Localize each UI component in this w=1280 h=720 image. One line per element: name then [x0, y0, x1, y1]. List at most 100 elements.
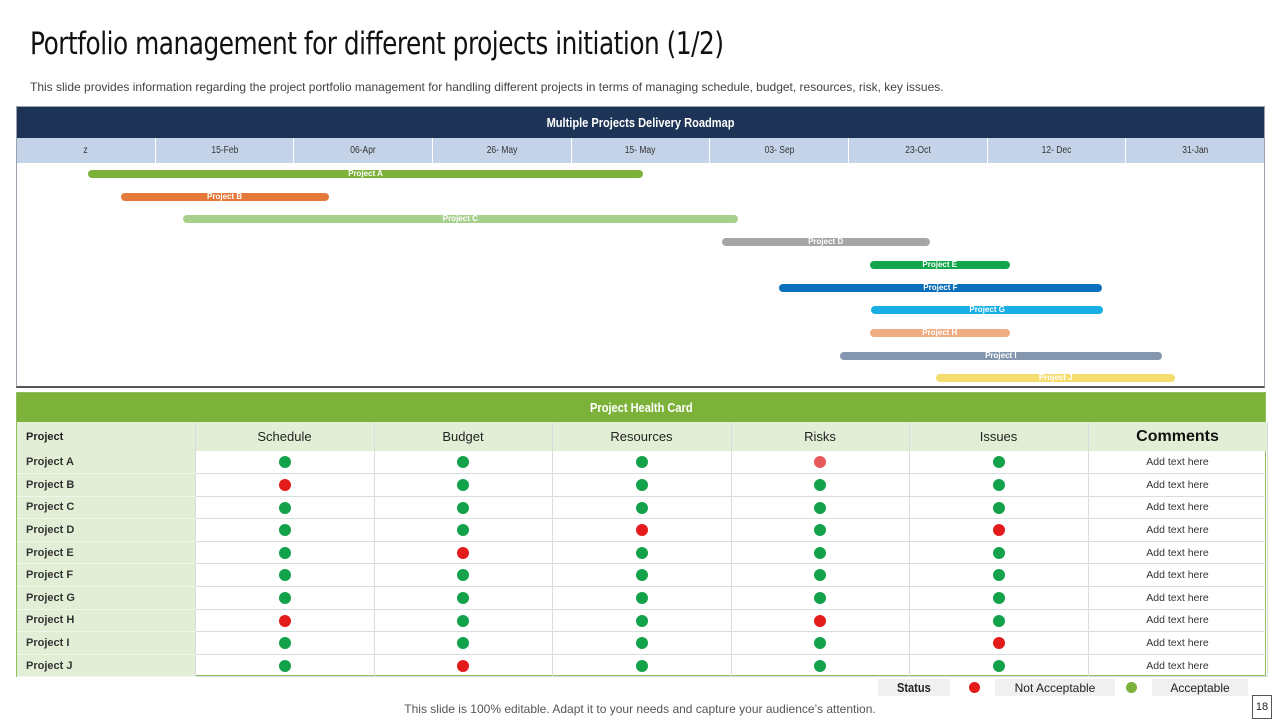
status-dot-icon	[814, 524, 826, 537]
status-cell	[552, 451, 732, 475]
project-bar[interactable]: Project D	[721, 238, 930, 247]
status-dot-icon	[278, 591, 291, 604]
timeline-tick-label: 15- May	[625, 145, 656, 156]
status-cell	[731, 451, 910, 475]
status-dot-icon	[457, 546, 469, 559]
project-name-cell: Project E	[17, 541, 196, 565]
status-dot-icon	[635, 546, 648, 559]
status-dot-icon	[457, 456, 469, 469]
status-dot-icon	[635, 637, 648, 650]
timeline-tick: 06-Apr	[294, 138, 434, 163]
timeline-tick-label: 23-Oct	[905, 145, 931, 156]
status-dot-icon	[457, 524, 469, 537]
project-bar[interactable]: Project A	[88, 170, 643, 178]
timeline-tick: z	[17, 138, 156, 163]
project-bar[interactable]: Project H	[869, 328, 1010, 337]
status-dot-icon	[278, 478, 291, 491]
status-cell	[374, 586, 553, 610]
status-dot-icon	[457, 501, 469, 514]
status-dot-icon	[814, 659, 826, 672]
comment-cell[interactable]: Add text here	[1088, 473, 1268, 497]
comment-cell[interactable]: Add text here	[1088, 609, 1268, 633]
status-dot-icon	[814, 614, 826, 627]
timeline-tick: 26- May	[433, 138, 572, 163]
column-header: Project	[17, 422, 196, 451]
status-cell	[374, 563, 553, 588]
status-cell	[909, 473, 1089, 497]
timeline-tick-label: 15-Feb	[211, 145, 238, 156]
status-dot-icon	[992, 456, 1005, 469]
health-card-header: Project Health Card	[17, 393, 1265, 422]
status-cell	[731, 518, 910, 542]
status-cell	[731, 496, 910, 520]
status-cell	[552, 518, 732, 542]
status-dot-icon	[278, 456, 291, 469]
comment-cell[interactable]: Add text here	[1088, 496, 1268, 520]
status-dot-icon	[278, 524, 291, 537]
status-cell	[195, 473, 375, 497]
comment-cell[interactable]: Add text here	[1088, 451, 1268, 475]
table-row: Project I Add text here	[17, 631, 1268, 655]
status-dot-icon	[635, 501, 648, 514]
health-table-header-row: Project Schedule Budget Resources Risks Issue…	[17, 422, 1268, 451]
status-cell	[552, 563, 732, 588]
project-bar[interactable]: Project F	[778, 283, 1102, 292]
status-cell	[909, 631, 1089, 655]
status-dot-icon	[992, 659, 1005, 672]
project-name-cell: Project F	[17, 563, 196, 588]
legend-acceptable-label: Acceptable	[1170, 680, 1230, 695]
status-cell	[731, 563, 910, 588]
project-name-cell: Project A	[17, 451, 196, 475]
status-cell	[374, 541, 553, 565]
project-name-cell: Project B	[17, 473, 196, 497]
comment-cell[interactable]: Add text here	[1088, 518, 1268, 542]
project-bar[interactable]: Project C	[182, 215, 738, 224]
table-row: Project J Add text here	[17, 654, 1268, 678]
status-cell	[731, 586, 910, 610]
status-cell	[909, 496, 1089, 520]
status-dot-icon	[457, 591, 469, 604]
legend-not-acceptable-label: Not Acceptable	[1014, 680, 1096, 695]
project-bar[interactable]: Project E	[869, 260, 1010, 269]
health-table: Project Schedule Budget Resources Risks Issue…	[17, 422, 1268, 678]
roadmap-bars: Project A Project B Project C Project D Proj…	[17, 163, 1264, 387]
status-dot-icon	[814, 456, 826, 469]
timeline-tick-label: 26- May	[486, 145, 518, 156]
comment-cell[interactable]: Add text here	[1088, 563, 1268, 588]
slide-subtitle: This slide provides information regardin…	[30, 80, 944, 94]
status-cell	[374, 473, 553, 497]
project-bar[interactable]: Project I	[840, 351, 1162, 360]
status-cell	[195, 451, 375, 475]
status-dot-icon	[814, 569, 826, 582]
column-header: Risks	[731, 422, 910, 451]
status-dot-icon	[278, 501, 291, 514]
status-dot-icon	[457, 614, 469, 627]
status-dot-icon	[992, 591, 1005, 604]
timeline-tick: 31-Jan	[1126, 138, 1264, 163]
status-dot-icon	[992, 569, 1005, 582]
status-cell	[195, 541, 375, 565]
project-bar[interactable]: Project G	[871, 306, 1104, 315]
table-row: Project E Add text here	[17, 541, 1268, 565]
status-cell	[195, 518, 375, 542]
roadmap-title: Multiple Projects Delivery Roadmap	[546, 115, 735, 130]
status-dot-icon	[814, 478, 826, 491]
status-cell	[552, 631, 732, 655]
timeline-tick-label: z	[83, 145, 88, 156]
comment-cell[interactable]: Add text here	[1088, 654, 1268, 678]
status-cell	[909, 586, 1089, 610]
timeline-tick: 12- Dec	[988, 138, 1127, 163]
slide-footer: This slide is 100% editable. Adapt it to…	[404, 702, 876, 716]
status-cell	[552, 541, 732, 565]
status-dot-icon	[457, 659, 469, 672]
project-bar[interactable]: Project J	[936, 374, 1176, 383]
comment-cell[interactable]: Add text here	[1088, 541, 1268, 565]
roadmap-header: Multiple Projects Delivery Roadmap	[17, 107, 1264, 138]
delivery-roadmap: Multiple Projects Delivery Roadmap z 15-F…	[16, 106, 1265, 388]
table-row: Project F Add text here	[17, 563, 1268, 588]
comment-cell[interactable]: Add text here	[1088, 631, 1268, 655]
status-cell	[909, 609, 1089, 633]
comment-cell[interactable]: Add text here	[1088, 586, 1268, 610]
project-bar[interactable]: Project B	[120, 192, 329, 201]
page-number: 18	[1252, 695, 1272, 719]
